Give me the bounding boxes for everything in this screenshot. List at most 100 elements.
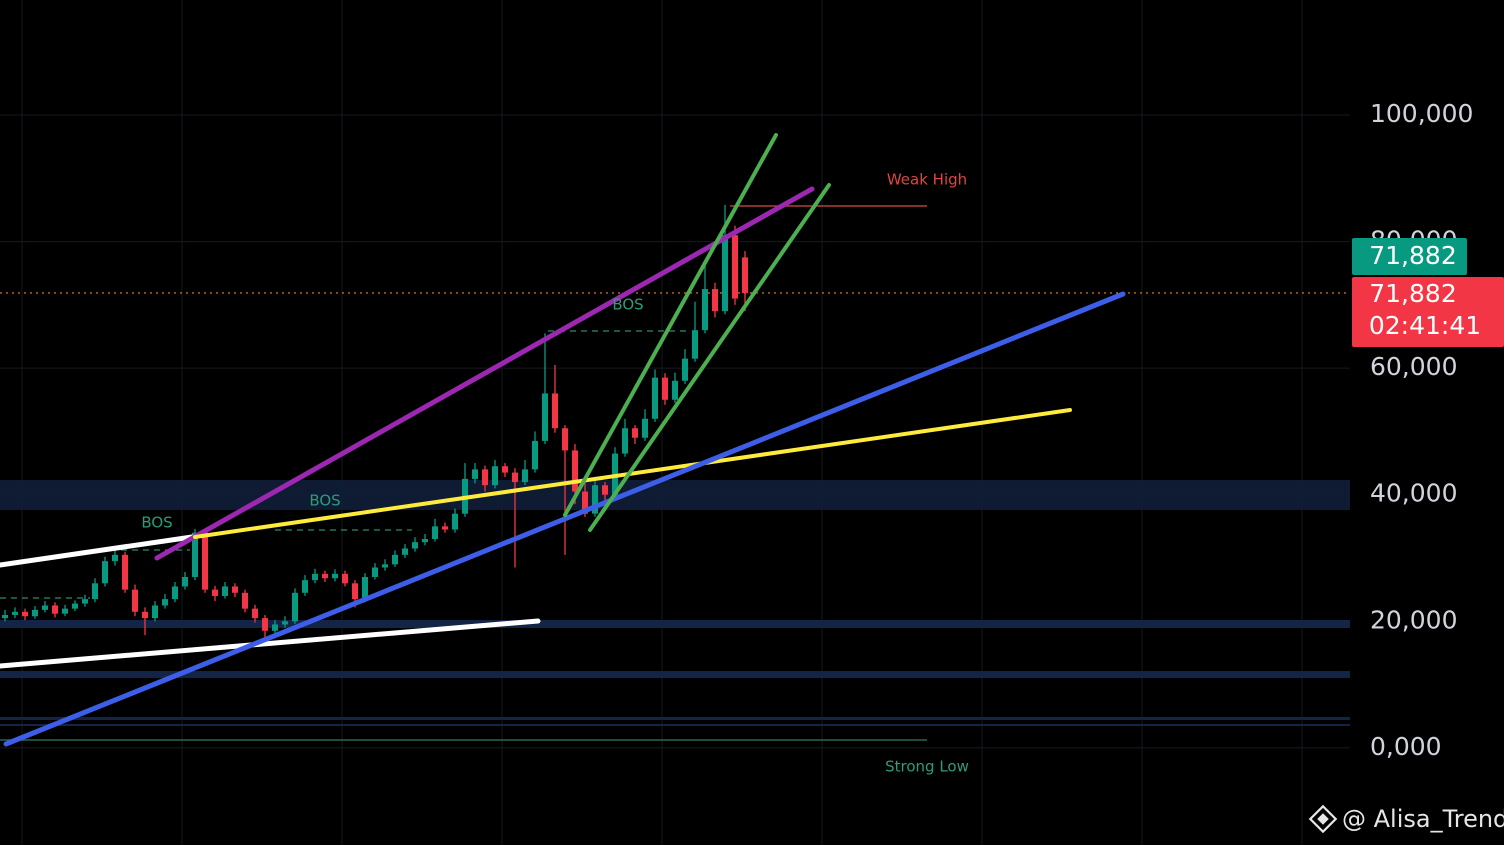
watermark-text: @ Alisa_Trend [1342,805,1504,833]
price-tags: 71,882 71,882 02:41:41 [1352,238,1504,347]
candle-body [602,485,608,495]
last-price-label: 71,882 [1369,279,1456,308]
candle-body [52,605,58,614]
candle-body [402,548,408,555]
candle-body [192,532,198,577]
candle-body [652,377,658,419]
candle-body [272,624,278,631]
y-tick-label: 100,000 [1370,99,1473,128]
annotations: BOS BOS BOS Weak High Strong Low [141,171,969,776]
y-tick-label: 0,000 [1370,732,1442,761]
candle-body [22,611,28,617]
candle-body [482,469,488,486]
watermark: @ Alisa_Trend [1308,804,1504,834]
candle-body [562,428,568,451]
candle-body [42,605,48,610]
candle-body [302,580,308,593]
trendlines [0,133,1126,747]
candle-body [102,561,108,584]
candle-body [262,618,268,631]
candle-body [422,539,428,543]
candle-body [12,611,18,615]
candle-body [242,592,248,609]
candle-body [722,235,728,312]
candle-body [292,592,298,622]
candle-body [312,573,318,581]
y-tick-label: 60,000 [1370,352,1457,381]
candle-body [452,513,458,530]
candle-body [742,257,748,293]
candle-body [702,289,708,331]
weak-high-label: Weak High [887,171,967,189]
candle-body [172,586,178,600]
candle-body [522,469,528,483]
candle-body [62,608,68,614]
candle-body [372,567,378,577]
candle-body [142,611,148,619]
bos-label: BOS [309,492,340,510]
countdown: 02:41:41 [1369,311,1481,340]
candle-body [182,576,188,587]
candle-body [442,526,448,530]
candle-body [92,583,98,600]
y-tick-label: 20,000 [1370,605,1457,634]
candle-body [342,573,348,584]
candle-body [252,608,258,619]
candle-body [572,450,578,492]
last-price-tag [1352,238,1467,275]
candle-body [622,428,628,454]
candle-body [682,358,688,381]
candle-body [352,583,358,600]
candle-body [672,380,678,400]
vertical-grid [21,0,1303,845]
candle-body [112,554,118,562]
candle-body [332,573,338,579]
candles [2,204,748,644]
candle-body [212,589,218,596]
structure-lines [0,205,927,741]
candle-body [392,554,398,565]
candle-body [232,586,238,593]
strong-low-label: Strong Low [885,758,969,776]
candle-body [152,605,158,619]
candle-body [2,614,8,619]
candle-body [72,603,78,609]
candle-body [732,235,738,299]
candle-body [692,330,698,359]
candle-body [552,393,558,429]
candle-body [542,393,548,441]
candle-body [412,542,418,549]
candle-body [642,418,648,438]
candle-body [282,621,288,625]
candle-body [322,573,328,579]
candle-body [162,599,168,606]
horizontal-grid [0,114,1350,749]
candle-body [592,485,598,514]
last-price-label: 71,882 [1369,241,1456,270]
candle-body [202,532,208,590]
candle-body [472,469,478,479]
candle-body [532,440,538,470]
candle-body [82,599,88,604]
candle-body [432,526,438,540]
candle-body [712,289,718,312]
candle-body [222,586,228,596]
candle-body [32,609,38,617]
candle-body [512,472,518,483]
candle-body [502,466,508,473]
candle-body [122,554,128,590]
candle-body [662,377,668,400]
candle-body [632,428,638,438]
candle-body [362,576,368,600]
y-tick-label: 40,000 [1370,479,1457,508]
candle-body [132,589,138,612]
candle-body [582,491,588,514]
candle-body [492,466,498,486]
zones [0,480,1350,726]
countdown-tag [1352,277,1504,347]
candle-body [382,564,388,568]
bos-label: BOS [141,514,172,532]
